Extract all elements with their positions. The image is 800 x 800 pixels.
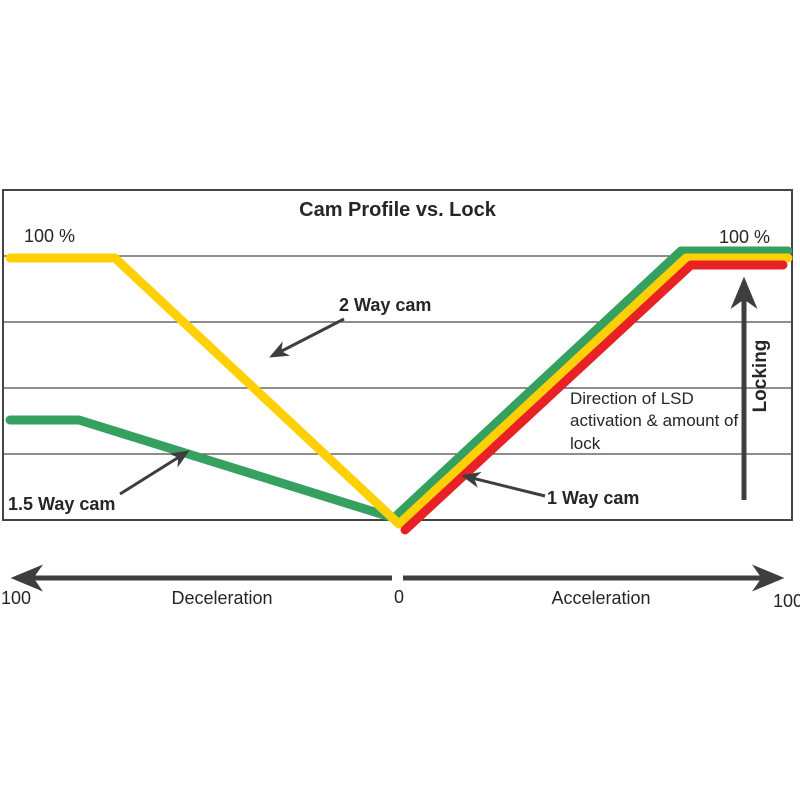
arrow-layer [10,276,785,592]
plot-border [2,189,793,521]
x-axis-acceleration-label: Acceleration [551,588,651,608]
x-tick-right-100: 100 [773,591,800,611]
two-way-pointer-arrow [269,317,345,358]
y-max-label-right: 100 % [719,227,771,247]
one-way-cam-label: 1 Way cam [547,488,640,508]
chart-title: Cam Profile vs. Lock [299,199,496,221]
one-five-way-cam-label: 1.5 Way cam [8,494,116,514]
lsd-activation-note: Direction of LSD activation & amount of … [570,389,739,453]
series-line-1-5-way-cam [5,246,793,523]
series-layer [5,246,793,535]
y-max-label-left: 100 % [24,226,76,246]
x-tick-zero: 0 [393,587,404,607]
x-tick-left-100: 100 [1,588,32,608]
x-axis-deceleration-label: Deceleration [171,588,273,608]
locking-axis-label: Locking [750,339,771,413]
one-five-way-pointer-arrow [119,450,190,496]
two-way-cam-label: 2 Way cam [339,295,432,315]
one-way-pointer-arrow [460,472,546,498]
grid-layer [2,189,793,521]
series-line-1-way-cam [400,260,788,535]
series-line-2-way-cam [5,253,793,529]
